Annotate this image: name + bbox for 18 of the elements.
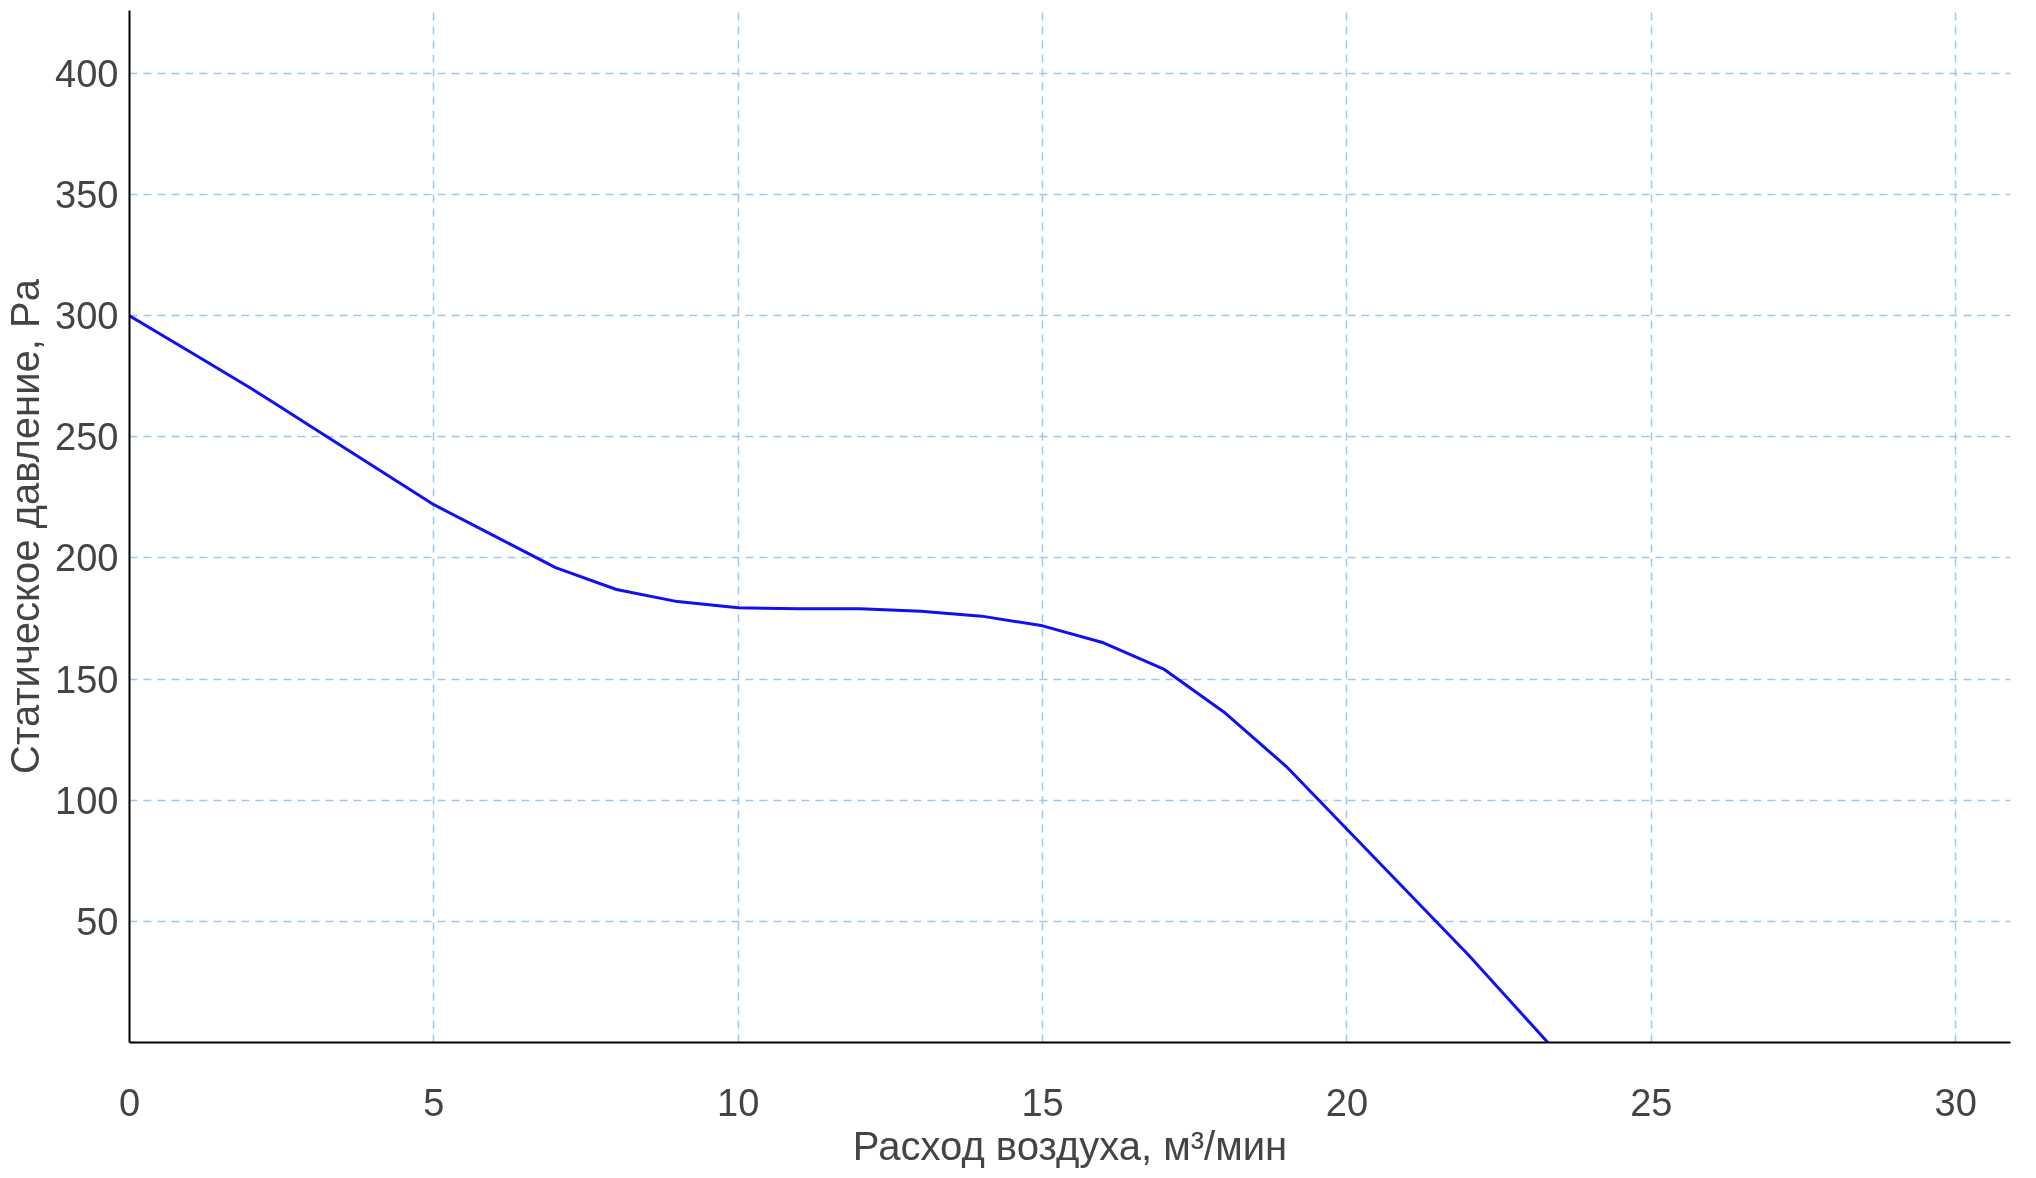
- y-tick-label: 150: [55, 658, 119, 701]
- x-tick-label: 0: [118, 1081, 141, 1124]
- x-tick-label: 10: [717, 1081, 760, 1124]
- x-axis-title: Расход воздуха, м³/мин: [852, 1123, 1288, 1168]
- y-tick-label: 50: [76, 900, 119, 943]
- y-tick-label: 100: [55, 779, 119, 822]
- x-tick-label: 15: [1021, 1081, 1064, 1124]
- y-tick-label: 350: [55, 174, 119, 217]
- x-tick-label: 25: [1630, 1081, 1673, 1124]
- y-tick-label: 250: [55, 416, 119, 459]
- line-series: [129, 314, 1550, 1043]
- y-axis-title: Статическое давление, Pa: [3, 278, 48, 774]
- y-tick-label: 400: [55, 52, 119, 95]
- y-tick-label: 300: [55, 295, 119, 338]
- x-tick-label: 20: [1325, 1081, 1369, 1124]
- x-tick-label: 30: [1934, 1081, 1977, 1124]
- x-tick-label: 5: [423, 1081, 445, 1124]
- y-tick-label: 200: [55, 537, 119, 580]
